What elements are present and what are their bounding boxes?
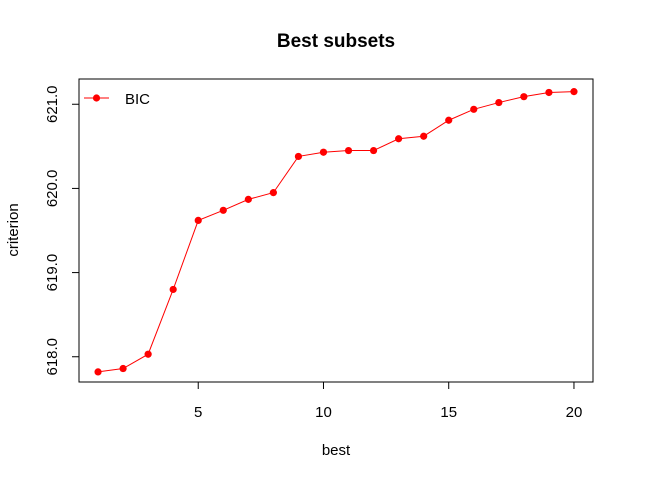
x-tick-label: 5 (194, 404, 202, 421)
data-point (445, 116, 453, 124)
data-point (520, 93, 528, 101)
data-point (420, 132, 428, 140)
data-point (144, 350, 152, 358)
y-tick-label: 618.0 (44, 338, 61, 376)
data-point (545, 88, 553, 97)
data-point (294, 152, 303, 161)
data-point (119, 364, 127, 373)
data-point (219, 206, 227, 214)
plot-frame (78, 78, 594, 383)
legend-marker (92, 94, 101, 102)
x-axis-label: best (322, 442, 351, 459)
x-tick-label: 10 (315, 404, 332, 421)
chart-title: Best subsets (277, 31, 395, 52)
data-point (395, 135, 403, 143)
y-axis: 618.0 619.0 620.0 621.0 (44, 85, 79, 376)
series-layer (94, 88, 578, 376)
data-point (244, 195, 252, 203)
series-line-bic (97, 91, 574, 373)
data-point (369, 146, 378, 155)
x-axis: 5 10 15 20 (194, 382, 582, 421)
data-point (94, 368, 102, 376)
data-point (269, 189, 277, 197)
y-tick-label: 619.0 (44, 254, 61, 292)
legend: BIC (84, 91, 150, 108)
data-point (194, 216, 202, 224)
y-tick-label: 621.0 (44, 85, 61, 123)
legend-label-bic: BIC (125, 91, 150, 108)
data-point (495, 98, 503, 107)
data-point (169, 285, 177, 294)
data-point (570, 88, 578, 96)
x-tick-label: 20 (566, 404, 583, 421)
y-axis-label: criterion (5, 203, 22, 256)
y-tick-label: 620.0 (44, 170, 61, 208)
data-point (319, 148, 328, 156)
data-point (470, 105, 478, 113)
x-tick-label: 15 (440, 404, 457, 421)
data-point (344, 146, 353, 155)
